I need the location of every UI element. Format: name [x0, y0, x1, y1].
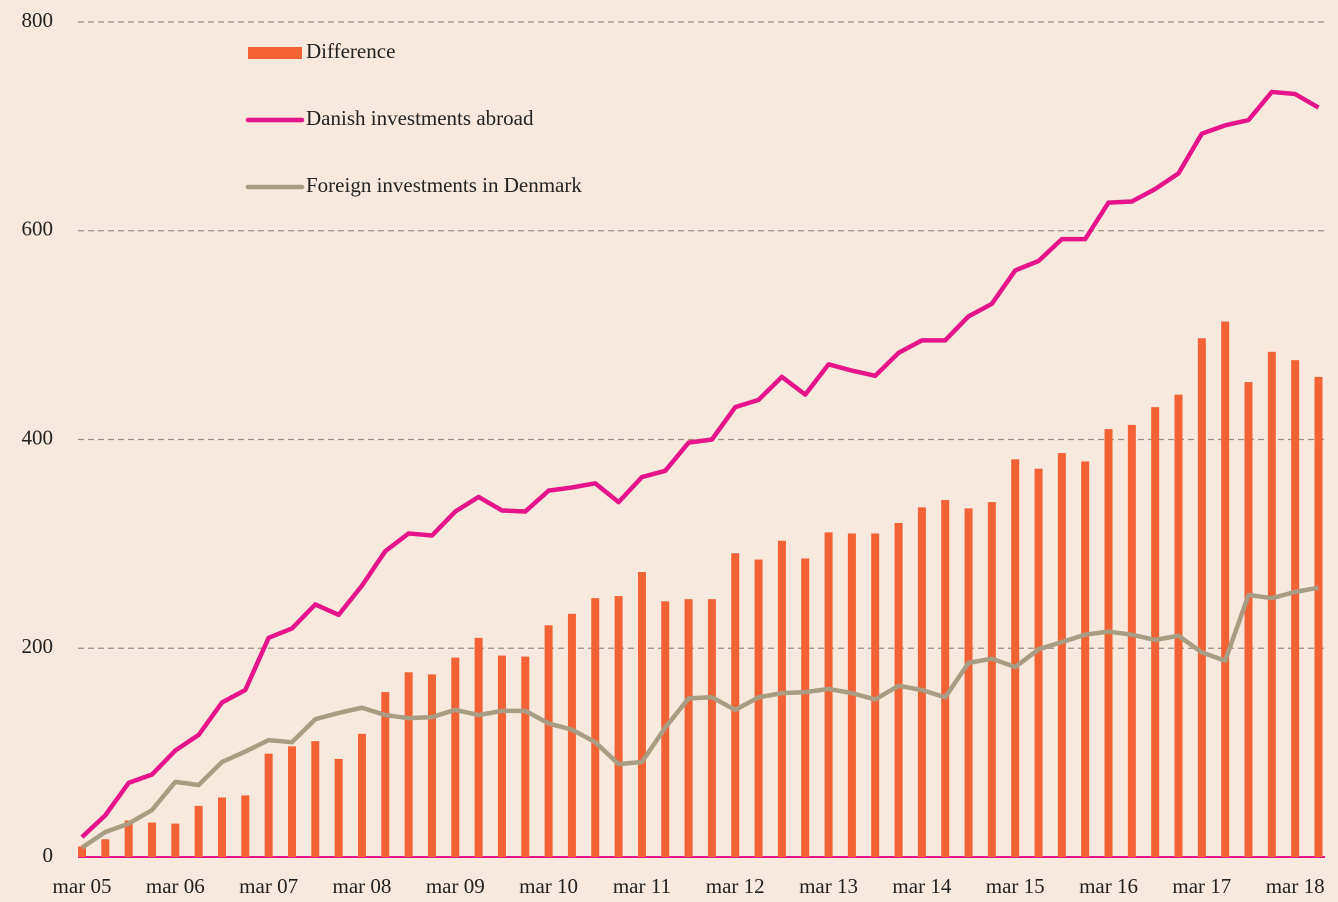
bar — [78, 846, 86, 857]
bar — [264, 753, 273, 857]
x-tick-label: mar 09 — [426, 874, 485, 898]
line — [80, 585, 1319, 850]
bar — [801, 558, 810, 857]
bar — [1221, 321, 1230, 857]
x-tick-label: mar 10 — [519, 874, 578, 898]
bar — [334, 758, 343, 857]
bar — [311, 741, 320, 857]
bar — [451, 657, 460, 857]
bar — [1151, 407, 1160, 857]
bar — [964, 508, 973, 857]
x-tick-label: mar 11 — [613, 874, 671, 898]
bar — [1057, 453, 1066, 857]
bar — [941, 500, 950, 857]
bar — [1267, 351, 1276, 857]
bar — [684, 599, 693, 857]
x-tick-label: mar 13 — [799, 874, 858, 898]
y-tick-label: 200 — [22, 634, 54, 658]
bar — [217, 797, 226, 857]
bar — [1081, 461, 1090, 857]
bar — [567, 613, 576, 857]
bar — [474, 637, 483, 857]
bar — [381, 692, 390, 857]
bar — [614, 596, 623, 857]
bar — [521, 656, 530, 857]
bar — [637, 572, 646, 857]
x-tick-label: mar 05 — [53, 874, 112, 898]
x-tick-label: mar 15 — [986, 874, 1045, 898]
legend-swatch — [248, 47, 302, 59]
bar — [731, 553, 740, 857]
bar — [1314, 376, 1323, 857]
bar — [404, 672, 413, 857]
bar — [1244, 382, 1253, 857]
bar — [1197, 338, 1206, 858]
y-tick-label: 600 — [22, 217, 54, 241]
bar — [1291, 360, 1300, 857]
bar — [987, 502, 996, 857]
bar — [707, 599, 716, 857]
x-tick-label: mar 07 — [239, 874, 298, 898]
legend-label: Difference — [306, 39, 395, 63]
x-tick-label: mar 14 — [892, 874, 951, 898]
x-tick-label: mar 17 — [1172, 874, 1231, 898]
bar — [824, 532, 833, 857]
y-tick-label: 0 — [43, 843, 54, 867]
bar — [1174, 394, 1183, 857]
bar — [1034, 468, 1043, 857]
bar — [124, 820, 133, 857]
x-tick-label: mar 16 — [1079, 874, 1138, 898]
bar — [497, 655, 506, 857]
bar — [147, 822, 156, 857]
y-tick-label: 800 — [22, 8, 54, 32]
bar — [1104, 429, 1113, 857]
bar — [894, 523, 903, 857]
bar — [101, 839, 110, 857]
legend-label: Foreign investments in Denmark — [306, 173, 582, 197]
bar — [544, 625, 553, 857]
bar — [171, 823, 180, 857]
x-tick-label: mar 08 — [333, 874, 392, 898]
bar — [241, 795, 250, 857]
legend-label: Danish investments abroad — [306, 106, 534, 130]
bar — [357, 733, 366, 857]
x-tick-label: mar 06 — [146, 874, 205, 898]
bar — [777, 540, 786, 857]
bar — [1127, 424, 1136, 857]
bar — [194, 805, 203, 857]
bar — [917, 507, 926, 857]
bar — [591, 598, 600, 857]
bar — [871, 533, 880, 857]
bar — [427, 674, 436, 857]
bar — [754, 559, 763, 857]
line — [80, 89, 1320, 839]
bar — [287, 746, 296, 857]
x-tick-label: mar 12 — [706, 874, 765, 898]
bar — [1011, 459, 1020, 857]
y-tick-label: 400 — [22, 425, 54, 449]
x-tick-label: mar 18 — [1266, 874, 1325, 898]
